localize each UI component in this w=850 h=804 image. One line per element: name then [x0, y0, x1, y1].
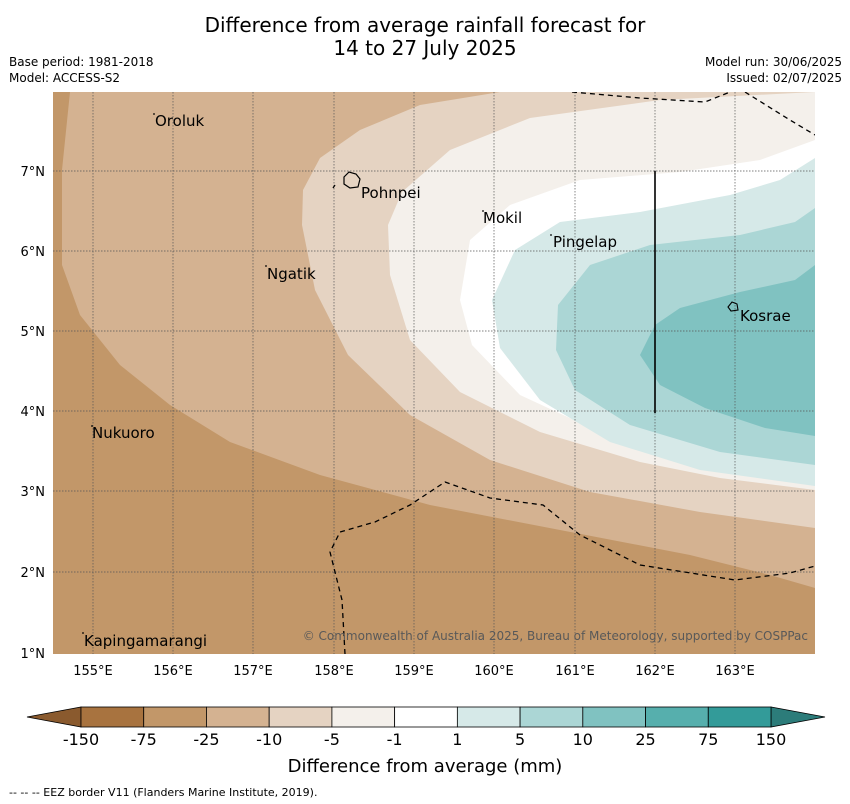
- label-pohnpei: Pohnpei: [361, 184, 421, 202]
- model-run: Model run: 30/06/2025: [704, 55, 842, 69]
- label-pingelap: Pingelap: [553, 233, 617, 251]
- eez-border: [329, 92, 815, 654]
- label-nukuoro: Nukuoro: [92, 424, 155, 442]
- colorbar-segment: [331, 706, 396, 728]
- colorbar-segment: [519, 706, 584, 728]
- lat-tick: 7°N: [21, 165, 46, 180]
- colorbar-tick-label: -10: [256, 730, 282, 749]
- colorbar-low-arrow: [26, 706, 82, 728]
- colorbar-high-arrow: [770, 706, 826, 728]
- rainfall-map-panel: Oroluk Pohnpei Mokil Pingelap Ngatik Kos…: [53, 92, 815, 654]
- eez-border-fragment: [332, 184, 336, 189]
- kosrae-island: [727, 301, 739, 312]
- map-title-line1: Difference from average rainfall forecas…: [204, 13, 646, 37]
- colorbar-segment: [143, 706, 207, 728]
- label-mokil: Mokil: [483, 209, 522, 227]
- latitude-axis: 7°N 6°N 5°N 4°N 3°N 2°N 1°N: [21, 165, 46, 662]
- colorbar-tick-label: 25: [635, 730, 655, 749]
- pingelap-marker: [550, 234, 552, 236]
- colorbar-segment: [394, 706, 458, 728]
- band-10-to-25: [640, 265, 815, 436]
- colorbar: -150 -75 -25 -10 -5 -1 1 5 10 25 75 150 Difference …: [26, 706, 826, 777]
- colorbar-tick-label: -150: [63, 730, 99, 749]
- lon-tick: 157°E: [233, 664, 273, 679]
- lat-tick: 5°N: [21, 325, 46, 340]
- lat-tick: 1°N: [21, 647, 46, 662]
- label-oroluk: Oroluk: [155, 112, 204, 130]
- ngatik-marker: [265, 265, 267, 267]
- label-kapingamarangi: Kapingamarangi: [84, 632, 207, 650]
- colorbar-tick-label: 75: [698, 730, 718, 749]
- lon-tick: 155°E: [73, 664, 113, 679]
- colorbar-tick-label: 10: [573, 730, 593, 749]
- lon-tick: 162°E: [635, 664, 675, 679]
- colorbar-segment: [645, 706, 709, 728]
- colorbar-segment: [456, 706, 521, 728]
- kapingamarangi-marker: [82, 632, 84, 634]
- base-period: Base period: 1981-2018: [9, 55, 154, 69]
- oroluk-marker: [153, 113, 155, 115]
- issued-date: Issued: 02/07/2025: [726, 71, 842, 85]
- colorbar-tick-label: -5: [324, 730, 340, 749]
- copyright-credit: © Commonwealth of Australia 2025, Bureau…: [303, 629, 808, 643]
- lon-tick: 156°E: [153, 664, 193, 679]
- colorbar-tick-label: -75: [131, 730, 157, 749]
- colorbar-segment: [268, 706, 333, 728]
- colorbar-segment: [707, 706, 772, 728]
- lon-tick: 160°E: [474, 664, 514, 679]
- colorbar-segment: [80, 706, 145, 728]
- colorbar-labels: -150 -75 -25 -10 -5 -1 1 5 10 25 75 150: [63, 730, 786, 749]
- lon-tick: 161°E: [555, 664, 595, 679]
- colorbar-tick-label: 5: [515, 730, 525, 749]
- model-name: Model: ACCESS-S2: [9, 71, 121, 85]
- map-title-line2: 14 to 27 July 2025: [333, 36, 517, 60]
- lat-tick: 3°N: [21, 485, 46, 500]
- label-ngatik: Ngatik: [267, 265, 316, 283]
- colorbar-segments: [80, 706, 772, 728]
- mokil-marker: [482, 210, 484, 212]
- lat-tick: 4°N: [21, 405, 46, 420]
- label-kosrae: Kosrae: [740, 307, 791, 325]
- lon-tick: 158°E: [314, 664, 354, 679]
- colorbar-segment: [206, 706, 270, 728]
- colorbar-tick-label: -1: [387, 730, 403, 749]
- lon-tick: 159°E: [394, 664, 434, 679]
- lat-tick: 6°N: [21, 245, 46, 260]
- colorbar-title: Difference from average (mm): [288, 756, 563, 777]
- colorbar-tick-label: 1: [452, 730, 462, 749]
- pohnpei-island: [343, 171, 361, 189]
- longitude-axis: 155°E 156°E 157°E 158°E 159°E 160°E 161°…: [73, 664, 755, 679]
- lat-tick: 2°N: [21, 566, 46, 581]
- colorbar-tick-label: -25: [193, 730, 219, 749]
- lon-tick: 163°E: [715, 664, 755, 679]
- eez-footnote: -- -- -- EEZ border V11 (Flanders Marine…: [9, 786, 318, 799]
- colorbar-tick-label: 150: [756, 730, 787, 749]
- colorbar-segment: [582, 706, 646, 728]
- nukuoro-marker: [91, 425, 93, 427]
